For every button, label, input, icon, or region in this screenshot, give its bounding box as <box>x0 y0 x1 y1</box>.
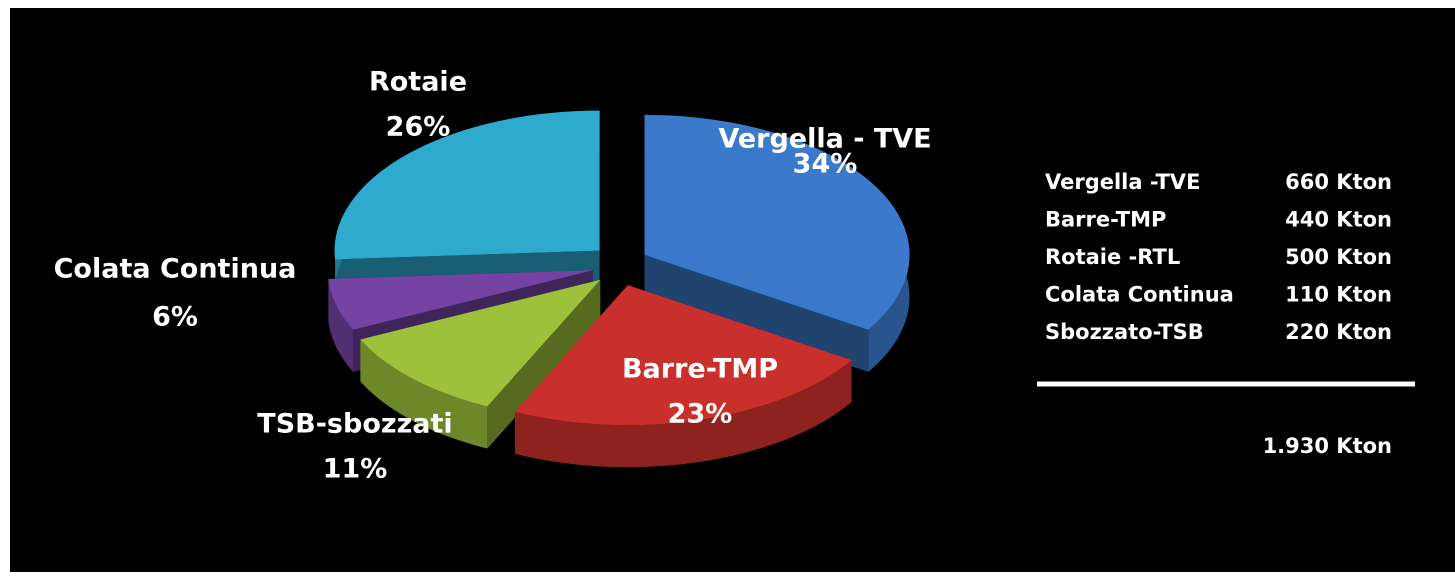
pie-slice <box>334 110 600 260</box>
slice-value-label: 23% <box>668 399 733 430</box>
table-value: 110 Kton <box>1285 283 1392 307</box>
slice-value-label: 11% <box>323 454 388 485</box>
outer-wall <box>514 360 852 468</box>
slice-value-label: 6% <box>152 302 198 333</box>
table-name: Colata Continua <box>1045 283 1234 307</box>
table-total: 1.930 Kton <box>1263 434 1392 458</box>
slice-label: Rotaie <box>369 67 467 98</box>
table-value: 660 Kton <box>1285 170 1392 194</box>
table-value: 440 Kton <box>1285 208 1392 232</box>
slice-label: Barre-TMP <box>622 354 778 385</box>
slice-label: Colata Continua <box>54 254 297 285</box>
pie-slice <box>644 114 910 330</box>
slice-label: Vergella - TVE <box>718 124 931 155</box>
table-name: Rotaie -RTL <box>1045 245 1180 269</box>
slice-value-label: 34% <box>793 149 858 180</box>
radial-wall <box>644 254 869 372</box>
outer-wall <box>328 279 354 372</box>
slice-value-label: 26% <box>386 112 451 143</box>
table-value: 500 Kton <box>1285 245 1392 269</box>
pie-slice <box>328 270 593 330</box>
outer-wall <box>360 339 488 449</box>
table-name: Vergella -TVE <box>1045 170 1200 194</box>
table-name: Sbozzato-TSB <box>1045 320 1204 344</box>
table-name: Barre-TMP <box>1045 208 1166 232</box>
pie-slice <box>360 279 601 407</box>
slice-label: TSB-sbozzati <box>257 409 452 440</box>
table-value: 220 Kton <box>1285 320 1392 344</box>
pie-tops <box>328 110 910 426</box>
pie-slice <box>514 285 852 426</box>
